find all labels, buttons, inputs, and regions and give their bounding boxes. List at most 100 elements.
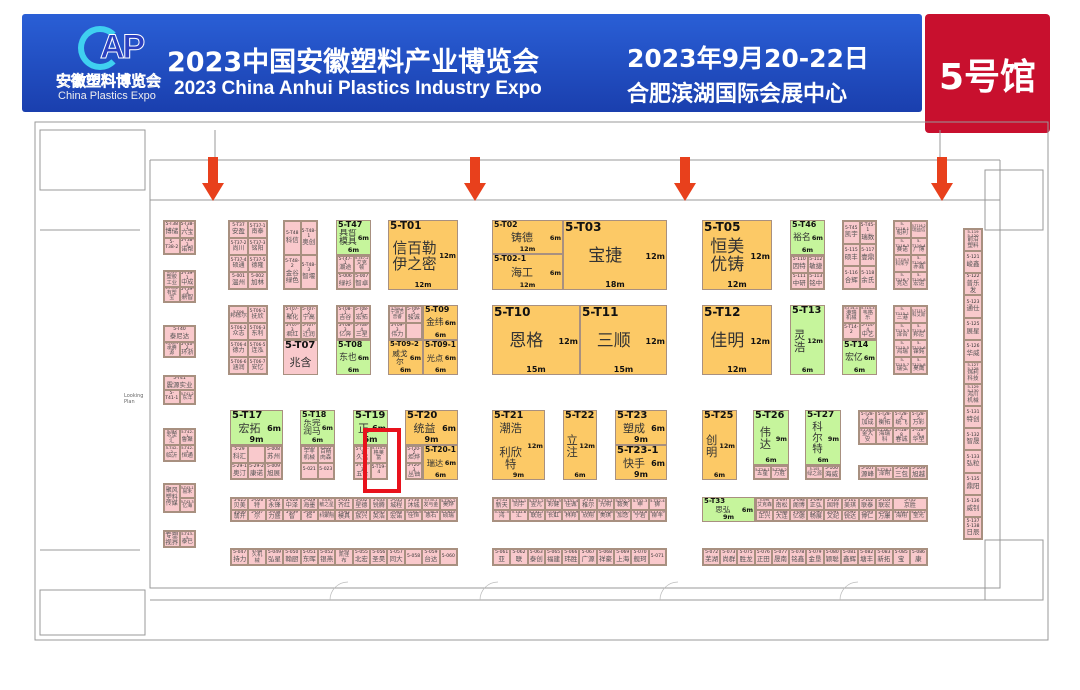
booth-cell[interactable]: 5-021 xyxy=(301,462,318,479)
booth-5-t20-1[interactable]: 5-T20-1 瑞达 6m 6m xyxy=(423,445,458,480)
booth-5-t13[interactable]: 5-T13 灵浩 12m 6m xyxy=(790,305,825,375)
booth-cell[interactable]: 5-123 通仕 xyxy=(964,295,982,318)
booth-cell[interactable]: 5-T06 邦栋尔 xyxy=(229,306,248,323)
booth-cell[interactable]: 5-T43-1 易禾 xyxy=(179,484,195,498)
booth-cell[interactable]: 5-T09-5 骏诚 xyxy=(405,306,422,323)
booth-cell[interactable]: 5-041 科聚翔 xyxy=(317,509,336,521)
booth-cell[interactable]: 5-T31-8 长虹 xyxy=(544,509,563,521)
booth-cell[interactable]: 5-T31-6 汇 xyxy=(510,509,528,521)
booth-cell[interactable]: 5-T14-4 中艺 xyxy=(859,322,876,339)
booth-cell[interactable]: 5-080 颖聪 xyxy=(823,549,841,565)
booth-cell[interactable]: 5-025 贝美 xyxy=(231,498,249,510)
booth-cell[interactable]: 5-T09-3 伟力 xyxy=(389,322,406,339)
booth-cell[interactable]: 5-026 特 xyxy=(248,498,266,510)
booth-cell[interactable]: 5-T42-2 临沂 xyxy=(164,445,180,461)
booth-cell[interactable]: 5-T38-2 xyxy=(164,237,180,254)
booth-cell[interactable]: 5-100 固特 xyxy=(824,498,842,510)
booth-cell[interactable]: 5-T116-1 船利 xyxy=(894,221,911,238)
booth-5-t17[interactable]: 5-T17 宏拓 6m 9m xyxy=(230,410,283,445)
booth-cell[interactable]: 5-T47-1 潮途 xyxy=(337,256,354,273)
booth-cell[interactable]: 5-103 联宏 xyxy=(875,498,893,510)
booth-cell[interactable]: 5-T07-4 迁润 xyxy=(300,322,317,339)
booth-cell[interactable]: 5-109 旭越 xyxy=(910,466,927,479)
booth-cell[interactable]: 5-T32-3 申 xyxy=(631,498,649,510)
booth-cell[interactable]: 5-047 持力 xyxy=(231,549,249,565)
booth-5-t03[interactable]: 5-T03 宝捷 12m 18m xyxy=(563,220,667,290)
booth-cell[interactable]: 5-T32-9 柳丰 xyxy=(648,509,666,521)
booth-cell[interactable]: 5-T41-2 东洋 xyxy=(179,390,195,404)
booth-cell[interactable]: 5-089 亿德 xyxy=(790,509,808,521)
booth-cell[interactable]: 5-131 特创 xyxy=(964,406,982,429)
booth-cell[interactable]: 5-068 祥豪 xyxy=(596,549,615,565)
booth-cell[interactable]: 5-T35 京胜 xyxy=(892,498,927,510)
booth-cell[interactable]: 5-052 银燕 xyxy=(317,549,336,565)
booth-cell[interactable]: 5-T30-4 愚石 xyxy=(422,509,440,521)
booth-5-t14[interactable]: 5-T14 宏亿 6m 6m xyxy=(842,340,877,375)
booth-cell[interactable]: 5-T07-3 君红 xyxy=(284,322,301,339)
booth-cell[interactable]: 5-T35-2 莹光 xyxy=(909,509,927,521)
booth-cell[interactable]: 5-009 旭展 xyxy=(265,462,282,479)
booth-cell[interactable]: 5-T32-8 宁岩 xyxy=(631,509,649,521)
booth-cell[interactable]: 5-T08-4 三星 xyxy=(353,322,370,339)
booth-cell[interactable]: 5-043 族兴 xyxy=(352,509,371,521)
booth-cell[interactable]: 5-028 中泽 xyxy=(283,498,301,510)
booth-5-t20[interactable]: 5-T20 统益 6m 9m xyxy=(405,410,458,445)
booth-cell[interactable]: 5-033 锐腾 xyxy=(370,498,388,510)
booth-5-t12[interactable]: 5-T12 佳明 12m 12m xyxy=(702,305,772,375)
booth-cell[interactable]: 5-115 硕丰 xyxy=(843,243,860,267)
booth-cell[interactable]: 5-T48-2 金谷绿色 xyxy=(284,255,301,289)
booth-cell[interactable]: 5-126 华威 xyxy=(964,339,982,362)
booth-cell[interactable]: 5-096 艾克森 xyxy=(756,498,774,510)
booth-cell[interactable]: 5-T37-1 南泰 xyxy=(248,221,267,238)
booth-cell[interactable]: 5-072 芜湖 xyxy=(703,549,721,565)
booth-cell[interactable]: 5-067 广源 xyxy=(579,549,597,565)
booth-cell[interactable]: 5-T43-5 泰巴 xyxy=(179,531,195,547)
booth-cell[interactable]: 5-T32-4 狮 xyxy=(648,498,666,510)
booth-cell[interactable]: 5-T26-2 万胜 xyxy=(771,466,788,479)
booth-cell[interactable]: 5-T47-2 艾克顿 xyxy=(353,256,370,273)
booth-5-t02-1[interactable]: 5-T02-1 海工 6m 12m xyxy=(492,254,563,290)
booth-cell[interactable]: 5-001 温州 xyxy=(229,272,248,289)
booth-cell[interactable]: 5-T14-3 韦格乐 xyxy=(859,306,876,323)
booth-cell[interactable]: 5-032 星德 xyxy=(352,498,371,510)
booth-cell[interactable]: 5-127 5-128 炜利科技 xyxy=(964,361,982,384)
booth-cell[interactable]: 5-066 玮胜 xyxy=(562,549,580,565)
booth-cell[interactable]: 5-T31-4 佳诚 xyxy=(562,498,580,510)
booth-5-t21[interactable]: 5-T21 潮浩 利欣特 12m 9m xyxy=(492,410,545,480)
booth-cell[interactable]: 5-085 宝 xyxy=(892,549,910,565)
booth-cell[interactable]: 5-062 联 xyxy=(510,549,528,565)
booth-cell[interactable]: 5-T19-2 格莱富 xyxy=(370,446,387,463)
booth-5-t09[interactable]: 5-T09 金纬 6m 6m xyxy=(423,305,458,340)
booth-cell[interactable]: 5-T30-1 发与金 xyxy=(422,498,440,510)
booth-cell[interactable]: 5-T31-5 鸿 xyxy=(493,509,511,521)
booth-cell[interactable]: 5-T19-4 xyxy=(370,462,387,479)
booth-cell[interactable]: 5-T41 震源实业 xyxy=(164,376,195,390)
booth-cell[interactable]: 5-070 舰珂 xyxy=(631,549,649,565)
booth-cell[interactable]: 5-133 弘粒 xyxy=(964,450,982,473)
booth-cell[interactable]: 5-T42-3 恒通 xyxy=(179,445,195,461)
booth-cell[interactable] xyxy=(248,446,265,463)
booth-5-t47[interactable]: 5-T47 具哲模具 6m 6m xyxy=(336,220,371,255)
booth-cell[interactable]: 5-136 威钊 xyxy=(964,494,982,517)
booth-cell[interactable]: 5-048 久机械 xyxy=(248,549,266,565)
booth-cell[interactable]: 5-T32-1 光明 xyxy=(596,498,615,510)
booth-cell[interactable]: 5-T31-7 联冠 xyxy=(527,509,545,521)
booth-cell[interactable]: 5-T38 博储 xyxy=(164,221,180,238)
booth-cell[interactable]: 5-T31 新天 xyxy=(493,498,511,510)
booth-cell[interactable]: 5-069 上海 xyxy=(614,549,632,565)
booth-cell[interactable]: 5-T115-2 科艾斯 xyxy=(910,306,927,323)
booth-cell[interactable]: 5-T28-6 金大安 xyxy=(859,427,876,444)
booth-cell[interactable]: 5-T32-2 毅美 xyxy=(614,498,632,510)
booth-cell[interactable]: 5-29-2 康诺 xyxy=(248,462,265,479)
booth-cell[interactable]: 5-132 智晟 xyxy=(964,428,982,451)
booth-5-t25[interactable]: 5-T25 创明 12m 6m xyxy=(702,410,737,480)
booth-cell[interactable]: 5-077 晟南 xyxy=(771,549,790,565)
booth-cell[interactable]: 5-093 博仁 xyxy=(858,509,876,521)
booth-cell[interactable]: 5-T37-3 铭阳 xyxy=(248,238,267,255)
booth-cell[interactable]: 5-111 中研 xyxy=(791,272,808,289)
booth-cell[interactable]: 5-091 文纪 xyxy=(824,509,842,521)
booth-cell[interactable]: 5-T48-3 智堰 xyxy=(300,255,317,289)
booth-cell[interactable]: 5-T06-1 抚欣 xyxy=(248,306,267,323)
booth-cell[interactable]: 专塑视界 xyxy=(164,531,180,547)
booth-cell[interactable]: 5-045 英浩 xyxy=(370,509,388,521)
